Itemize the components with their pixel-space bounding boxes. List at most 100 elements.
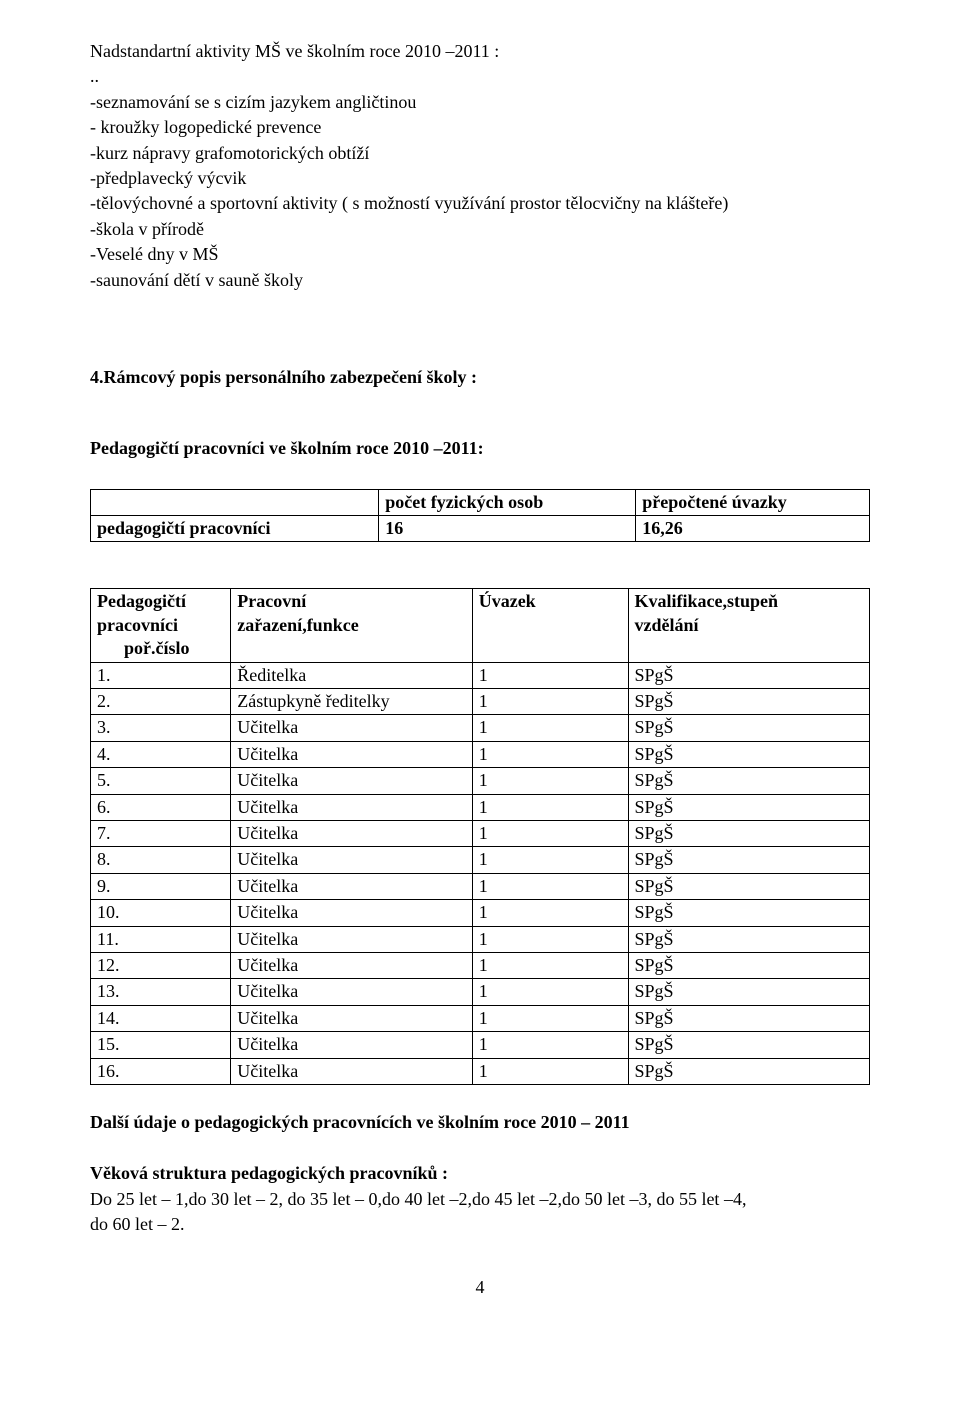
subtitle-dots: .. xyxy=(90,65,870,88)
cell-value: Učitelka xyxy=(231,847,472,873)
hdr-line: poř.číslo xyxy=(97,638,190,658)
cell-value: Učitelka xyxy=(231,820,472,846)
cell-value: 16 xyxy=(379,516,636,542)
age-line: do 60 let – 2. xyxy=(90,1213,870,1236)
cell-value: SPgŠ xyxy=(628,900,870,926)
cell-value: SPgŠ xyxy=(628,1058,870,1084)
cell-value: Učitelka xyxy=(231,900,472,926)
cell-value: SPgŠ xyxy=(628,952,870,978)
cell-value: SPgŠ xyxy=(628,715,870,741)
cell-value: SPgŠ xyxy=(628,1005,870,1031)
cell-value: 1 xyxy=(472,820,628,846)
hdr-line: Pracovní xyxy=(237,591,306,611)
age-heading: Věková struktura pedagogických pracovník… xyxy=(90,1162,870,1185)
cell-value: Učitelka xyxy=(231,715,472,741)
table-row: počet fyzických osob přepočtené úvazky xyxy=(91,489,870,515)
cell-blank xyxy=(91,489,379,515)
staff-summary-table: počet fyzických osob přepočtené úvazky p… xyxy=(90,489,870,543)
hdr-line: pracovníci xyxy=(97,615,178,635)
activity-line: -seznamování se s cizím jazykem angličti… xyxy=(90,91,870,114)
table-row: 14.Učitelka1SPgŠ xyxy=(91,1005,870,1031)
cell-label: pedagogičtí pracovníci xyxy=(91,516,379,542)
cell-value: 1 xyxy=(472,847,628,873)
cell-value: 4. xyxy=(91,741,231,767)
cell-value: 1 xyxy=(472,900,628,926)
cell-value: 1 xyxy=(472,1005,628,1031)
activities-list: -seznamování se s cizím jazykem angličti… xyxy=(90,91,870,292)
cell-value: 7. xyxy=(91,820,231,846)
cell-value: Učitelka xyxy=(231,1058,472,1084)
cell-header: Kvalifikace,stupeň vzdělání xyxy=(628,589,870,662)
cell-value: SPgŠ xyxy=(628,768,870,794)
cell-value: Učitelka xyxy=(231,1005,472,1031)
cell-value: 1 xyxy=(472,768,628,794)
table-row: 9.Učitelka1SPgŠ xyxy=(91,873,870,899)
table-row: 5.Učitelka1SPgŠ xyxy=(91,768,870,794)
activity-line: - kroužky logopedické prevence xyxy=(90,116,870,139)
activity-line: -saunování dětí v sauně školy xyxy=(90,269,870,292)
cell-value: 3. xyxy=(91,715,231,741)
cell-value: Učitelka xyxy=(231,768,472,794)
table-row: 4.Učitelka1SPgŠ xyxy=(91,741,870,767)
cell-value: SPgŠ xyxy=(628,741,870,767)
section-heading: 4.Rámcový popis personálního zabezpečení… xyxy=(90,366,870,389)
activity-line: -škola v přírodě xyxy=(90,218,870,241)
table-row: 13.Učitelka1SPgŠ xyxy=(91,979,870,1005)
cell-header: Pracovní zařazení,funkce xyxy=(231,589,472,662)
cell-value: Ředitelka xyxy=(231,662,472,688)
cell-header: počet fyzických osob xyxy=(379,489,636,515)
cell-value: SPgŠ xyxy=(628,662,870,688)
cell-value: 1 xyxy=(472,715,628,741)
table-row: 8.Učitelka1SPgŠ xyxy=(91,847,870,873)
staff-detail-table: Pedagogičtí pracovníci poř.číslo Pracovn… xyxy=(90,588,870,1084)
cell-value: 11. xyxy=(91,926,231,952)
cell-value: 1 xyxy=(472,926,628,952)
cell-value: 1 xyxy=(472,952,628,978)
staff-heading: Pedagogičtí pracovníci ve školním roce 2… xyxy=(90,437,870,460)
cell-header: přepočtené úvazky xyxy=(636,489,870,515)
cell-value: 14. xyxy=(91,1005,231,1031)
table-row: 3.Učitelka1SPgŠ xyxy=(91,715,870,741)
cell-value: SPgŠ xyxy=(628,979,870,1005)
table-row: 2.Zástupkyně ředitelky1SPgŠ xyxy=(91,689,870,715)
cell-value: SPgŠ xyxy=(628,794,870,820)
table-row: 16.Učitelka1SPgŠ xyxy=(91,1058,870,1084)
cell-value: SPgŠ xyxy=(628,820,870,846)
cell-value: Učitelka xyxy=(231,952,472,978)
activity-line: -předplavecký výcvik xyxy=(90,167,870,190)
table-row: 1.Ředitelka1SPgŠ xyxy=(91,662,870,688)
cell-value: 1 xyxy=(472,794,628,820)
cell-value: Učitelka xyxy=(231,794,472,820)
cell-value: Učitelka xyxy=(231,1032,472,1058)
cell-value: Zástupkyně ředitelky xyxy=(231,689,472,715)
cell-value: 16. xyxy=(91,1058,231,1084)
table-row: 11.Učitelka1SPgŠ xyxy=(91,926,870,952)
cell-value: 10. xyxy=(91,900,231,926)
cell-value: 15. xyxy=(91,1032,231,1058)
table-row: pedagogičtí pracovníci 16 16,26 xyxy=(91,516,870,542)
cell-value: SPgŠ xyxy=(628,1032,870,1058)
cell-value: SPgŠ xyxy=(628,873,870,899)
table-row: 10.Učitelka1SPgŠ xyxy=(91,900,870,926)
hdr-line: zařazení,funkce xyxy=(237,615,358,635)
table-header-row: Pedagogičtí pracovníci poř.číslo Pracovn… xyxy=(91,589,870,662)
cell-value: 16,26 xyxy=(636,516,870,542)
cell-header: Úvazek xyxy=(472,589,628,662)
hdr-line: Pedagogičtí xyxy=(97,591,186,611)
activity-line: -Veselé dny v MŠ xyxy=(90,243,870,266)
cell-value: SPgŠ xyxy=(628,689,870,715)
cell-value: 1 xyxy=(472,873,628,899)
further-heading: Další údaje o pedagogických pracovnících… xyxy=(90,1111,870,1134)
cell-value: 1 xyxy=(472,662,628,688)
cell-value: 1 xyxy=(472,741,628,767)
cell-value: Učitelka xyxy=(231,873,472,899)
cell-value: SPgŠ xyxy=(628,926,870,952)
cell-value: 6. xyxy=(91,794,231,820)
table-row: 15.Učitelka1SPgŠ xyxy=(91,1032,870,1058)
cell-value: 13. xyxy=(91,979,231,1005)
cell-value: 8. xyxy=(91,847,231,873)
age-line: Do 25 let – 1,do 30 let – 2, do 35 let –… xyxy=(90,1188,870,1211)
cell-value: 2. xyxy=(91,689,231,715)
cell-value: 1 xyxy=(472,1058,628,1084)
cell-value: SPgŠ xyxy=(628,847,870,873)
